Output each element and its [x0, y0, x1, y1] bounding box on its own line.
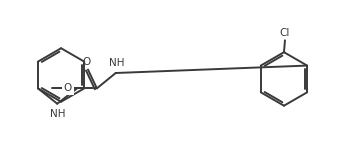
- Text: Cl: Cl: [280, 28, 290, 38]
- Text: O: O: [61, 83, 70, 93]
- Text: O: O: [63, 83, 71, 93]
- Text: NH: NH: [49, 109, 65, 119]
- Text: O: O: [83, 57, 91, 67]
- Text: NH: NH: [109, 58, 125, 68]
- Text: O: O: [64, 83, 72, 93]
